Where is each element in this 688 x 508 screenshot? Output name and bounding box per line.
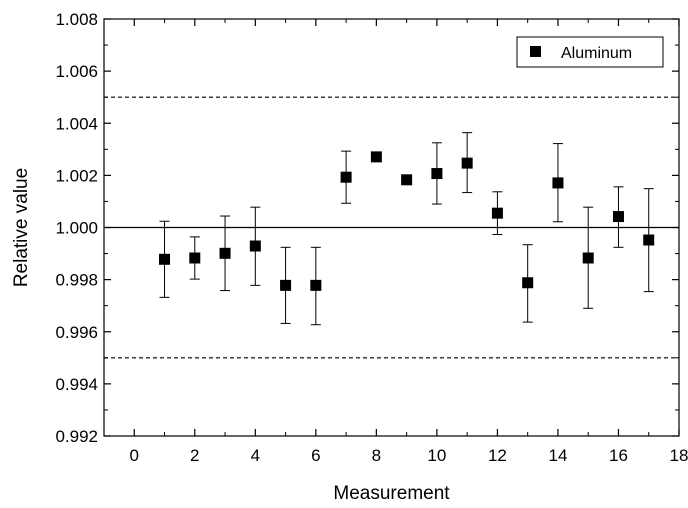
data-point [370,151,382,163]
x-tick-label: 10 [427,446,446,465]
data-point [461,157,473,169]
data-point [401,174,413,186]
y-tick-label: 1.004 [55,114,98,133]
y-tick-label: 1.006 [55,62,98,81]
data-point [249,240,261,252]
data-point [582,252,594,264]
x-tick-label: 12 [488,446,507,465]
legend-marker-square [530,46,541,57]
y-tick-label: 1.002 [55,166,98,185]
data-point [643,234,655,246]
data-markers [159,151,655,291]
y-axis-title: Relative value [11,168,32,287]
x-axis-ticks [103,19,680,436]
y-tick-label: 1.000 [55,219,98,238]
data-point [189,252,201,264]
legend: Aluminum [516,36,664,68]
y-tick-label: 0.994 [55,375,98,394]
y-tick-label: 0.992 [55,427,98,446]
x-axis-tick-labels: 0 2 4 6 8 10 12 14 16 18 [130,446,688,465]
x-axis-title: Measurement [333,483,450,504]
data-point [552,177,564,189]
data-point [310,279,322,291]
y-tick-label: 0.998 [55,271,98,290]
reference-lines [104,96,679,359]
x-tick-label: 14 [548,446,567,465]
data-point [159,253,171,265]
data-point [612,211,624,223]
x-tick-label: 6 [311,446,320,465]
legend-label: Aluminum [561,45,632,62]
x-tick-label: 18 [670,446,688,465]
y-axis-ticks [104,18,679,437]
data-point [491,207,503,219]
x-tick-label: 16 [609,446,628,465]
data-point [431,168,443,180]
legend-box [516,36,664,68]
x-tick-label: 8 [372,446,381,465]
data-point [280,279,292,291]
y-tick-label: 1.008 [55,10,98,29]
x-tick-label: 4 [251,446,260,465]
data-point [340,171,352,183]
x-tick-label: 2 [190,446,199,465]
x-tick-label: 0 [130,446,139,465]
data-point [219,247,231,259]
data-point [522,277,534,289]
y-axis-tick-labels: 0.992 0.994 0.996 0.998 1.000 1.002 1.004 1.006… [55,10,98,446]
error-bars [159,132,654,326]
y-tick-label: 0.996 [55,323,98,342]
